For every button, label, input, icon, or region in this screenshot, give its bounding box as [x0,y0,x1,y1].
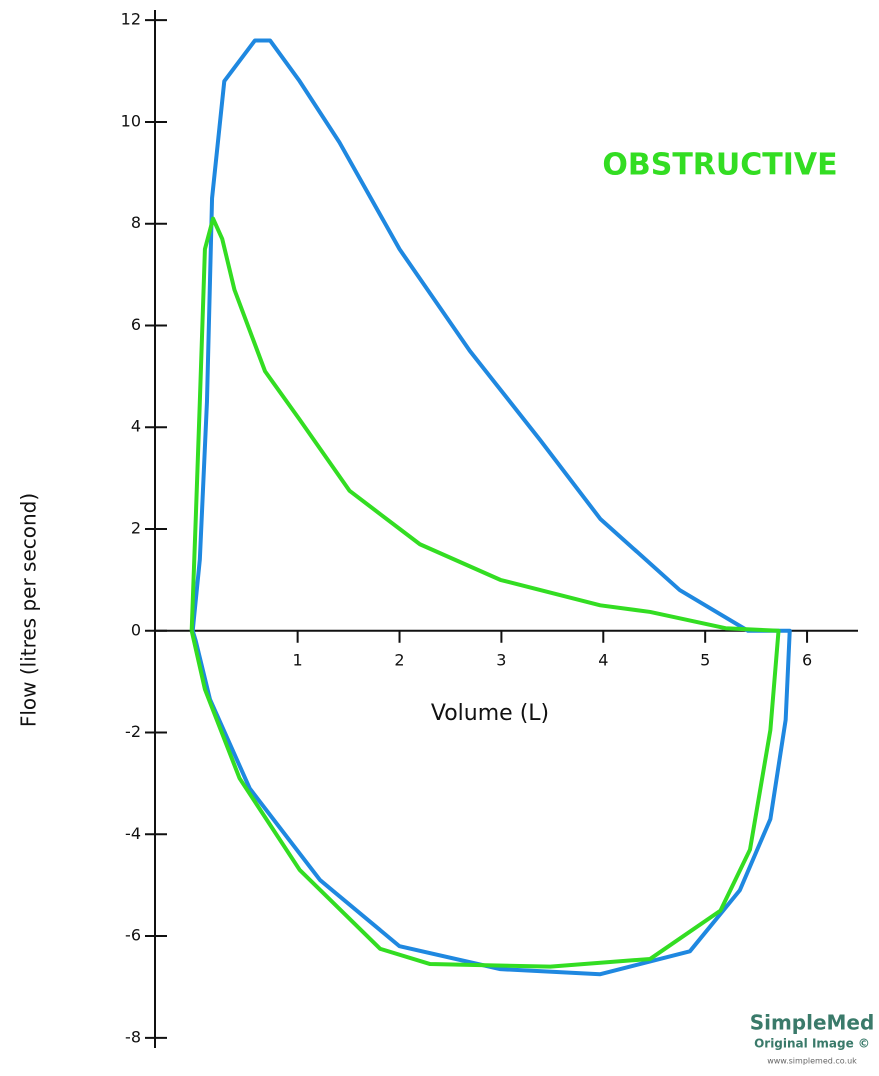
y-tick-label: -6 [125,926,141,945]
x-axis-label: Volume (L) [431,701,549,726]
y-tick-label: 4 [131,417,141,436]
watermark-brand: SimpleMed [750,1011,875,1035]
y-tick-label: 8 [131,213,141,232]
x-tick-label: 4 [598,650,608,669]
x-tick-label: 5 [700,650,710,669]
x-tick-label: 1 [293,650,303,669]
y-tick-label: -4 [125,824,141,843]
y-tick-label: 6 [131,315,141,334]
flow-volume-loop [189,216,781,969]
watermark-url: www.simplemed.co.uk [767,1057,857,1066]
y-tick-label: 12 [121,10,141,29]
y-tick-label: 2 [131,519,141,538]
x-tick-label: 2 [394,650,404,669]
x-tick-label: 3 [496,650,506,669]
flow-volume-loop [190,38,792,977]
y-axis-label: Flow (litres per second) [17,493,41,727]
annotation: OBSTRUCTIVE [602,148,837,183]
y-tick-label: 10 [121,111,141,130]
y-tick-label: 0 [131,620,141,639]
watermark-line: Original Image © [754,1037,870,1051]
y-tick-label: -2 [125,722,141,741]
y-tick-label: -8 [125,1027,141,1046]
x-tick-label: 6 [802,650,812,669]
